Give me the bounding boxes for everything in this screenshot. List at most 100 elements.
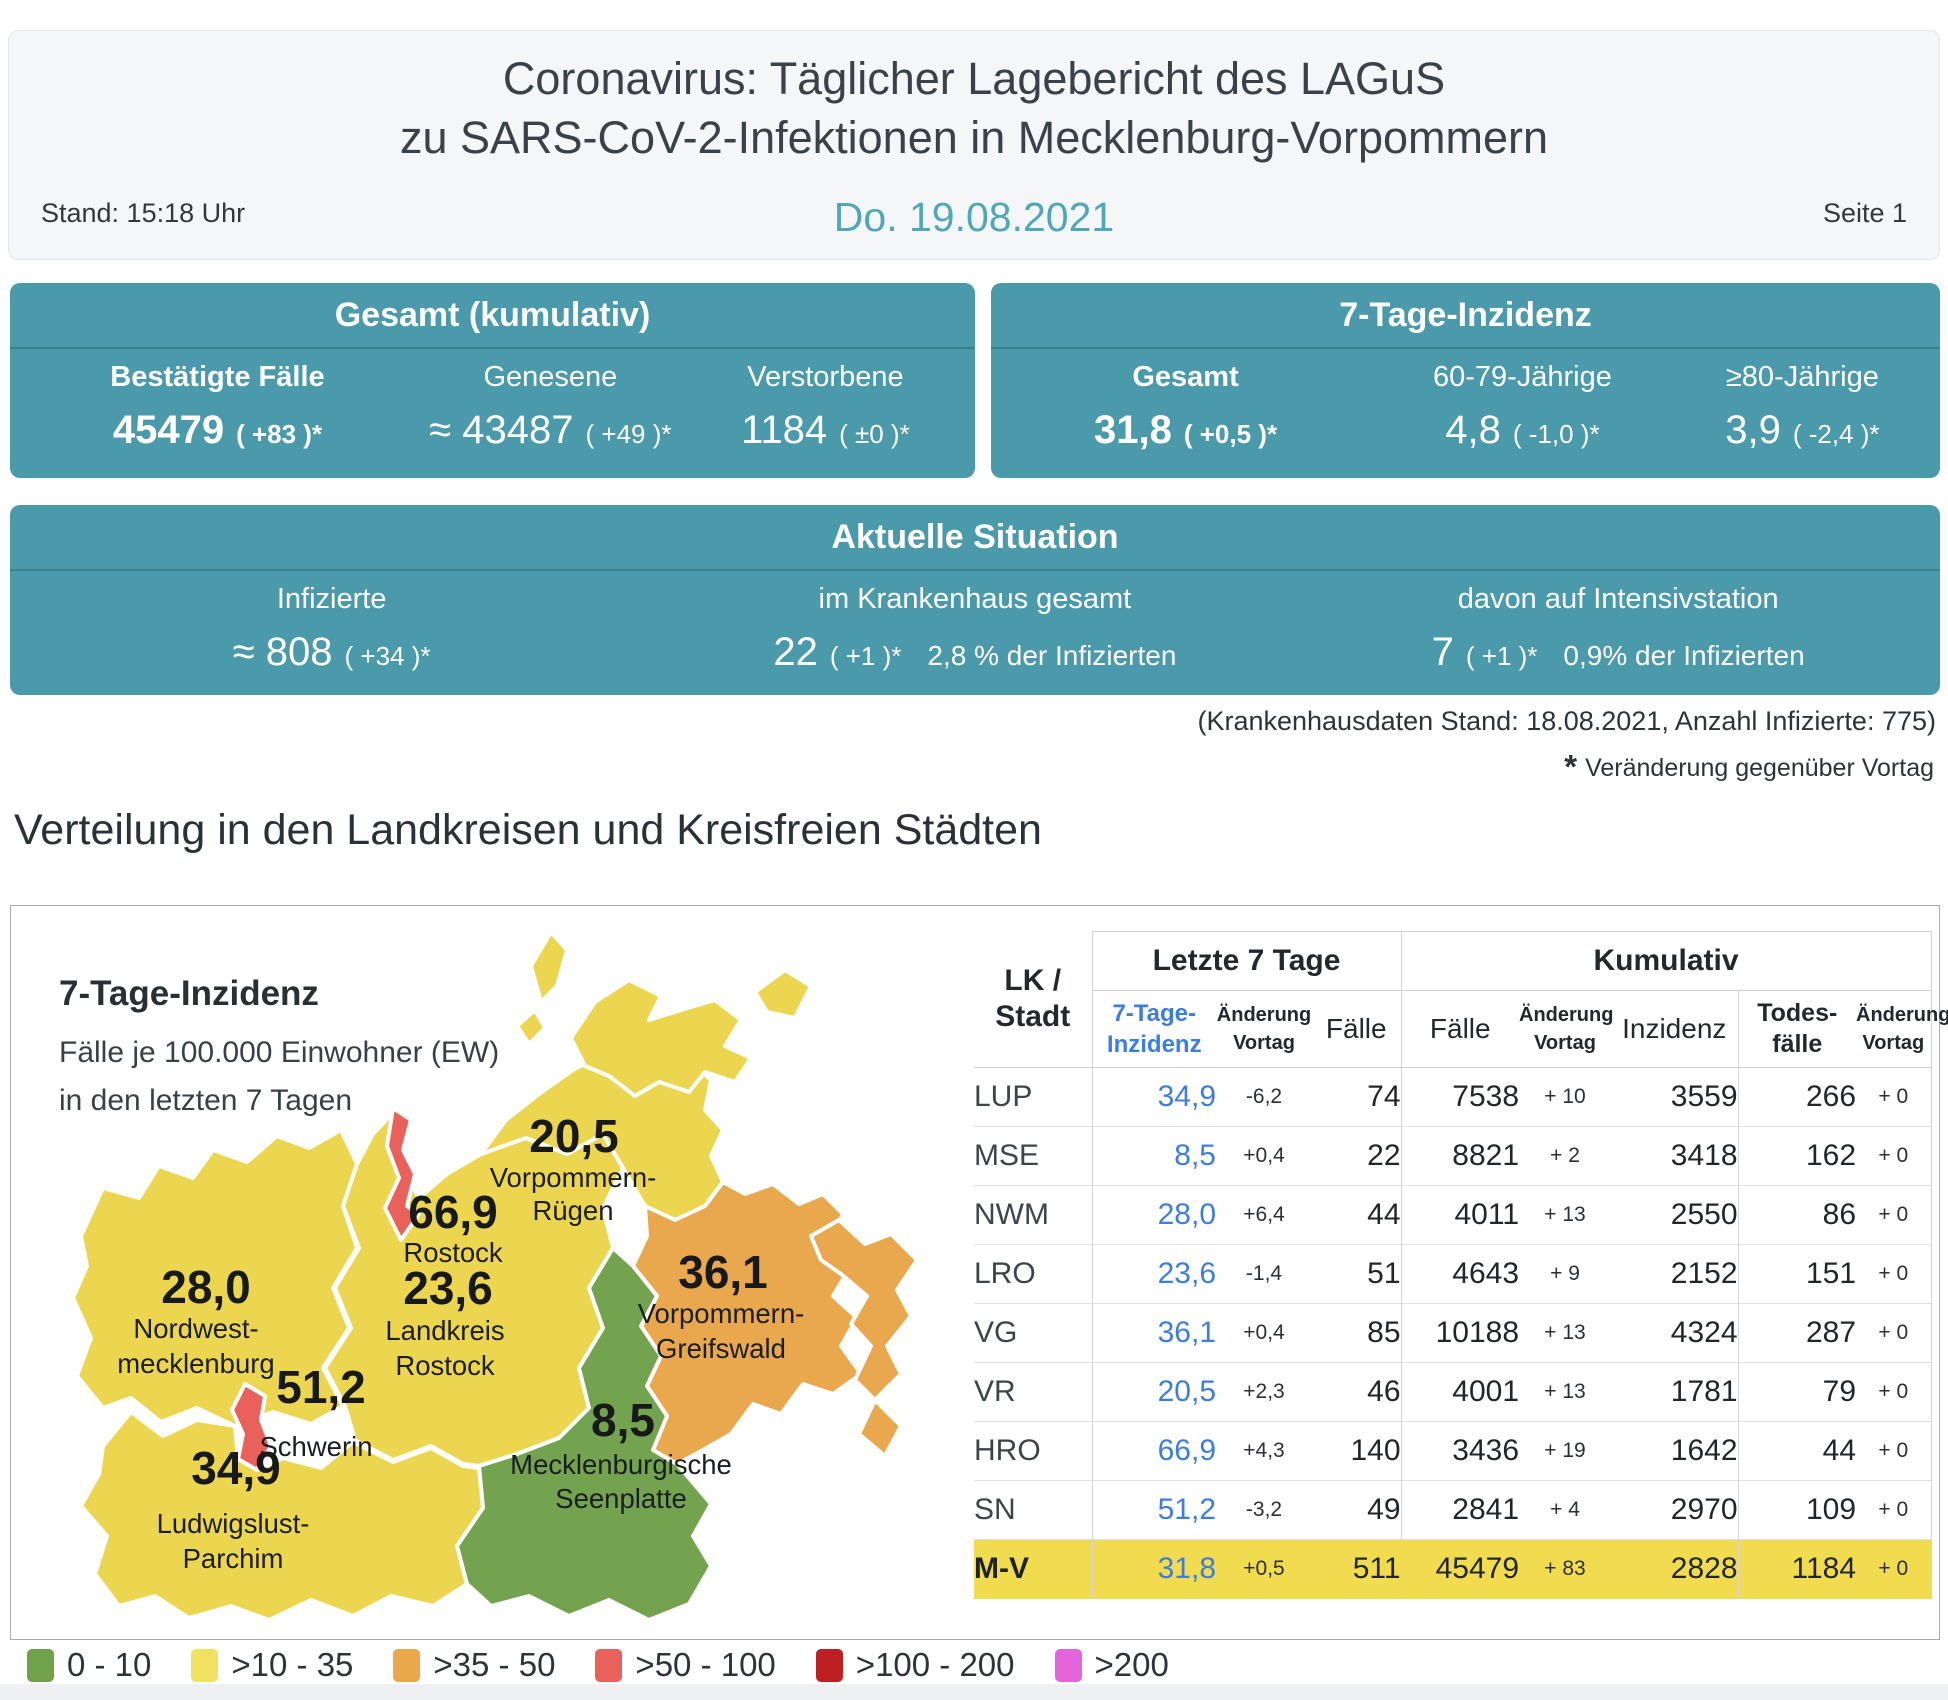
col-value: 1184 (741, 408, 828, 452)
col-label: Genesene (483, 361, 618, 393)
col-value: 4,8 (1445, 408, 1501, 452)
table-header-7-tage-inzidenz: 7-Tage- Inzidenz (1092, 990, 1216, 1068)
aktuelle-box-title: Aktuelle Situation (10, 505, 1940, 571)
col-label: Infizierte (276, 583, 387, 615)
map-subtitle-2: in den letzten 7 Tagen (59, 1084, 353, 1117)
cell-tf: 162 (1738, 1126, 1857, 1186)
map-label-vg-name1: Vorpommern- (638, 1298, 805, 1329)
cell-dk: + 2 (1519, 1126, 1612, 1186)
cell-fk: 3436 (1401, 1421, 1520, 1481)
cell-f7: 49 (1312, 1480, 1402, 1540)
col-label: Verstorbene (747, 361, 904, 393)
table-header-faelle-7t: Fälle (1312, 990, 1402, 1068)
legend-label: >100 - 200 (855, 1646, 1015, 1683)
cell-fk: 45479 (1401, 1539, 1520, 1599)
table-header-aenderung-7t: Änderung Vortag (1216, 990, 1312, 1068)
cell-fk: 8821 (1401, 1126, 1520, 1186)
col-delta: ( +83 )* (236, 419, 323, 449)
map-label-nwm-name2: mecklenburg (117, 1348, 274, 1379)
lk-line1: LK / (1004, 964, 1062, 998)
legend-swatch-salmon (595, 1648, 623, 1682)
map-label-nwm-name1: Nordwest- (133, 1313, 258, 1344)
region-schwerin (230, 1382, 273, 1472)
legend-label: 0 - 10 (67, 1646, 152, 1683)
cell-inz: 2828 (1611, 1539, 1739, 1599)
cell-f7: 44 (1312, 1185, 1402, 1245)
cell-d7: +6,4 (1216, 1185, 1312, 1245)
table-row-mse: MSE 8,5 +0,4 22 8821 + 2 3418 162 + 0 (974, 1126, 1932, 1186)
region-mecklenburgische-seenplatte (455, 1246, 713, 1622)
incidence-legend: 0 - 10 >10 - 35 >35 - 50 >50 - 100 >100 … (27, 1646, 1169, 1684)
cell-d7: +2,3 (1216, 1362, 1312, 1422)
section-title: Verteilung in den Landkreisen und Kreisf… (14, 806, 1042, 854)
cell-fk: 4011 (1401, 1185, 1520, 1245)
cell-dt: + 0 (1856, 1421, 1932, 1481)
col-delta: ( +1 )* (1465, 641, 1538, 671)
cell-f7: 22 (1312, 1126, 1402, 1186)
legend-item-50-100: >50 - 100 (595, 1646, 776, 1684)
table-header-todesfaelle: Todes-fälle (1738, 990, 1857, 1068)
cell-tf: 287 (1738, 1303, 1857, 1363)
col-delta: ( +0,5 )* (1183, 419, 1278, 449)
cell-d7: -6,2 (1245, 1085, 1283, 1108)
cell-d7: -1,4 (1216, 1244, 1312, 1304)
todes-line2: fälle (1772, 1030, 1823, 1058)
cell-i7: 66,9 (1092, 1421, 1216, 1481)
aktuelle-situation-box: Aktuelle Situation Infizierte ≈ 808 ( +34… (10, 505, 1940, 695)
cell-inz: 3418 (1611, 1126, 1739, 1186)
page-bottom-strip (0, 1684, 1948, 1700)
table-row-hro: HRO 66,9 +4,3 140 3436 + 19 1642 44 + 0 (974, 1421, 1932, 1481)
aktuell-col-intensiv: davon auf Intensivstation 7 ( +1 )* 0,9% d… (1297, 583, 1940, 675)
footnote-text: Veränderung gegenüber Vortag (1585, 754, 1934, 782)
legend-label: >10 - 35 (231, 1646, 354, 1683)
map-label-vg-name2: Greifswald (656, 1333, 786, 1364)
lk-code: M-V (974, 1539, 1093, 1599)
col-label: Gesamt (1132, 361, 1239, 393)
col-label: davon auf Intensivstation (1457, 583, 1779, 615)
table-row-lup: LUP 34,9 -6,2 74 7538 + 10 3559 266 + 0 (974, 1067, 1932, 1127)
table-header-lk-stadt: LK / Stadt (974, 931, 1093, 1068)
todes-line1: Todes- (1757, 998, 1838, 1027)
sieben-tage-inzidenz-box: 7-Tage-Inzidenz Gesamt 31,8 ( +0,5 )* 60-… (991, 283, 1940, 478)
cell-i7: 28,0 (1092, 1185, 1216, 1245)
gesamt-box-title: Gesamt (kumulativ) (10, 283, 975, 349)
cell-f7: 140 (1312, 1421, 1402, 1481)
i7-line1: 7-Tage- (1112, 999, 1197, 1027)
map-label-mse-value: 8,5 (591, 1394, 655, 1446)
cell-dt: + 0 (1856, 1480, 1932, 1540)
gesamt-col-genesene: Genesene ≈ 43487 ( +49 )* (425, 361, 676, 453)
table-row-vr: VR 20,5 +2,3 46 4001 + 13 1781 79 + 0 (974, 1362, 1932, 1422)
ruegen-island-east (753, 968, 813, 1020)
col-delta: ( +49 )* (585, 419, 672, 449)
cell-d7: +0,4 (1216, 1126, 1312, 1186)
cell-d7: -3,2 (1216, 1480, 1312, 1540)
ruegen-island-main (569, 978, 753, 1098)
legend-item-0-10: 0 - 10 (27, 1646, 151, 1684)
cell-tf: 266 (1805, 1080, 1857, 1113)
col-extra: 2,8 % der Infizierten (927, 640, 1177, 671)
cell-f7: 511 (1312, 1539, 1402, 1599)
district-table: LK / Stadt Letzte 7 Tage Kumulativ 7-Tag… (974, 931, 1948, 1599)
col-delta: ( -2,4 )* (1792, 419, 1880, 449)
mv-districts-map: 28,0 Nordwest- mecklenburg 51,2 Schwerin… (71, 930, 919, 1622)
cell-dk: + 19 (1519, 1421, 1612, 1481)
hospital-data-note: (Krankenhausdaten Stand: 18.08.2021, Anz… (1197, 706, 1936, 736)
region-rostock-stadt (383, 1106, 421, 1242)
col-delta: ( +1 )* (829, 641, 902, 671)
cell-fk: 4643 (1401, 1244, 1520, 1304)
col-delta: ( -1,0 )* (1512, 419, 1600, 449)
cell-inz: 1642 (1611, 1421, 1739, 1481)
table-row-mv-total: M-V 31,8 +0,5 511 45479 + 83 2828 1184 +… (974, 1539, 1932, 1599)
cell-tf: 151 (1738, 1244, 1857, 1304)
table-row-sn: SN 51,2 -3,2 49 2841 + 4 2970 109 + 0 (974, 1480, 1932, 1540)
aktuell-col-infizierte: Infizierte ≈ 808 ( +34 )* (10, 583, 653, 675)
cell-dk: + 4 (1519, 1480, 1612, 1540)
cell-tf: 44 (1738, 1421, 1857, 1481)
report-date: Do. 19.08.2021 (833, 194, 1115, 240)
map-title: 7-Tage-Inzidenz (59, 974, 319, 1013)
distribution-box: 28,0 Nordwest- mecklenburg 51,2 Schwerin… (10, 905, 1948, 1640)
gesamt-kumulativ-box: Gesamt (kumulativ) Bestätigte Fälle 4547… (10, 283, 975, 478)
cell-tf: 79 (1738, 1362, 1857, 1422)
aend-line1: Änderung (1856, 1004, 1948, 1026)
